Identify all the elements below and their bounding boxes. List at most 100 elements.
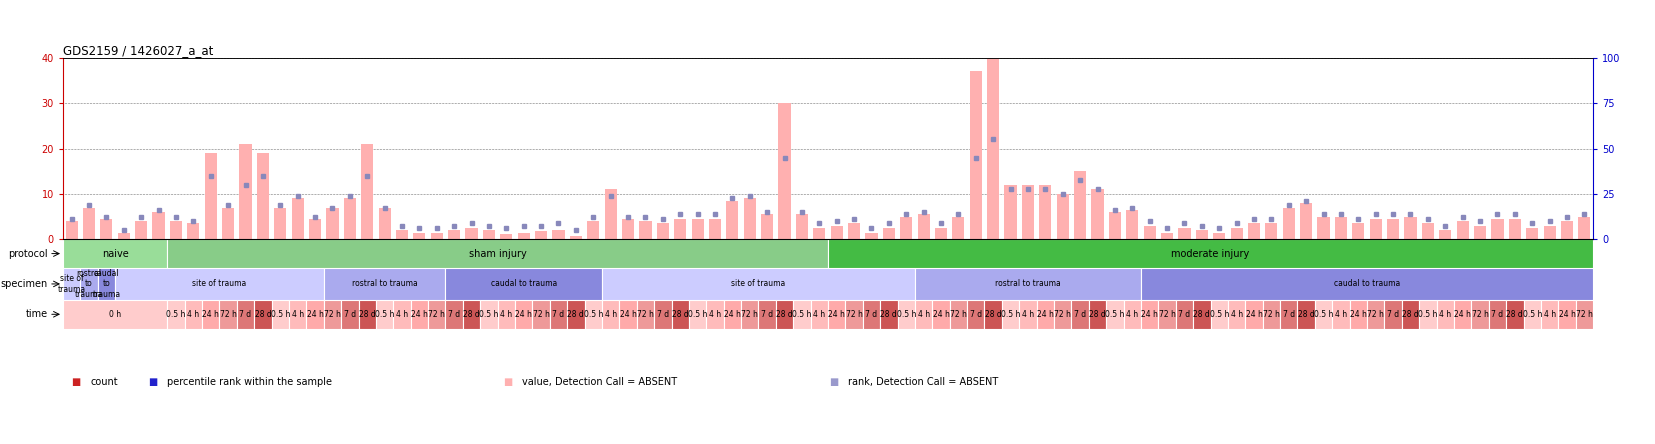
Text: 24 h: 24 h (202, 310, 218, 319)
Text: 4 h: 4 h (1438, 310, 1450, 319)
Bar (1018, 300, 1036, 329)
Text: 72 h: 72 h (324, 310, 341, 319)
Bar (427, 300, 445, 329)
Text: 72 h: 72 h (1471, 310, 1488, 319)
Bar (566, 300, 584, 329)
Bar (761, 214, 773, 239)
Bar (483, 230, 495, 239)
Bar (323, 268, 445, 300)
Bar (410, 300, 427, 329)
Text: site of trauma: site of trauma (192, 279, 247, 289)
Text: 28 d: 28 d (1402, 310, 1418, 319)
Bar (778, 103, 789, 239)
Bar (880, 300, 897, 329)
Bar (1074, 171, 1086, 239)
Bar (1491, 219, 1503, 239)
Text: 28 d: 28 d (880, 310, 897, 319)
Bar (1245, 300, 1261, 329)
Bar (1175, 300, 1192, 329)
Text: ■: ■ (71, 377, 81, 387)
Bar (222, 207, 233, 239)
Text: specimen: specimen (0, 279, 48, 289)
Bar (1140, 268, 1592, 300)
Bar (240, 144, 252, 239)
Text: 0.5 h: 0.5 h (895, 310, 915, 319)
Bar (1384, 300, 1400, 329)
Bar (723, 300, 741, 329)
Text: site of trauma: site of trauma (732, 279, 784, 289)
Text: 7 d: 7 d (1283, 310, 1294, 319)
Text: 24 h: 24 h (410, 310, 427, 319)
Bar (654, 300, 672, 329)
Bar (602, 300, 619, 329)
Bar (449, 230, 460, 239)
Text: 0.5 h: 0.5 h (478, 310, 498, 319)
Text: 24 h: 24 h (306, 310, 323, 319)
Text: 7 d: 7 d (1074, 310, 1086, 319)
Bar (1561, 221, 1572, 239)
Bar (758, 300, 775, 329)
Text: protocol: protocol (8, 249, 48, 258)
Bar (688, 300, 705, 329)
Bar (445, 300, 462, 329)
Bar (1158, 300, 1175, 329)
Bar (708, 219, 720, 239)
Bar (983, 300, 1001, 329)
Bar (1264, 223, 1276, 239)
Bar (394, 300, 410, 329)
Bar (83, 207, 94, 239)
Text: rostral to trauma: rostral to trauma (995, 279, 1061, 289)
Bar (1403, 217, 1415, 239)
Bar (306, 300, 323, 329)
Text: 72 h: 72 h (1263, 310, 1279, 319)
Bar (1283, 207, 1294, 239)
Text: rostral to trauma: rostral to trauma (351, 279, 417, 289)
Text: 24 h: 24 h (932, 310, 948, 319)
Bar (1577, 217, 1589, 239)
Bar (1071, 300, 1089, 329)
Bar (1418, 300, 1437, 329)
Bar (866, 233, 877, 239)
Text: 4 h: 4 h (1021, 310, 1033, 319)
Text: 0.5 h: 0.5 h (1312, 310, 1332, 319)
Bar (847, 223, 859, 239)
Bar (549, 300, 566, 329)
Bar (445, 268, 602, 300)
Text: 0.5 h: 0.5 h (1521, 310, 1541, 319)
Text: 0 h: 0 h (109, 310, 121, 319)
Bar (202, 300, 218, 329)
Bar (379, 207, 391, 239)
Bar (116, 268, 323, 300)
Bar (341, 300, 357, 329)
Bar (914, 300, 932, 329)
Text: 28 d: 28 d (568, 310, 584, 319)
Text: 72 h: 72 h (429, 310, 445, 319)
Text: 7 d: 7 d (553, 310, 564, 319)
Bar (359, 300, 376, 329)
Bar (1488, 300, 1506, 329)
Text: 24 h: 24 h (828, 310, 844, 319)
Bar (917, 214, 928, 239)
Text: 4 h: 4 h (708, 310, 720, 319)
Text: ■: ■ (503, 377, 513, 387)
Text: 4 h: 4 h (1542, 310, 1554, 319)
Bar (1109, 212, 1120, 239)
Text: sham injury: sham injury (468, 249, 526, 258)
Bar (1053, 300, 1071, 329)
Text: 0.5 h: 0.5 h (374, 310, 394, 319)
Text: time: time (25, 309, 48, 319)
Bar (1352, 223, 1364, 239)
Bar (775, 300, 793, 329)
Text: 72 h: 72 h (846, 310, 862, 319)
Text: 72 h: 72 h (950, 310, 967, 319)
Text: 72 h: 72 h (741, 310, 758, 319)
Bar (657, 223, 669, 239)
Bar (862, 300, 880, 329)
Text: caudal
to
trauma: caudal to trauma (93, 269, 121, 299)
Text: 4 h: 4 h (813, 310, 824, 319)
Text: 72 h: 72 h (637, 310, 654, 319)
Bar (1314, 300, 1332, 329)
Bar (515, 300, 533, 329)
Bar (1263, 300, 1279, 329)
Bar (727, 201, 738, 239)
